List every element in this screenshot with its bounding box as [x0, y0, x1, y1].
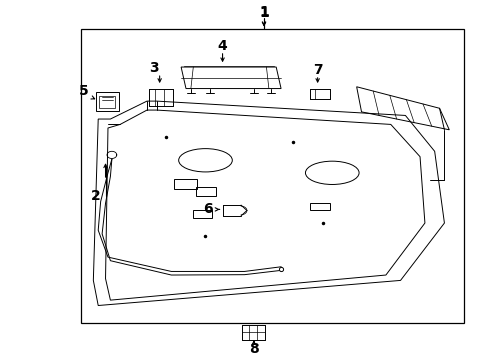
Text: 2: 2	[91, 189, 101, 203]
Text: 5: 5	[79, 84, 88, 98]
Text: 7: 7	[312, 63, 322, 77]
Bar	[81, 30, 463, 323]
Text: 6: 6	[203, 202, 212, 216]
Bar	[96, 92, 119, 111]
Text: 1: 1	[259, 5, 268, 19]
Text: 8: 8	[248, 342, 258, 356]
Text: 4: 4	[217, 39, 227, 53]
Text: 1: 1	[259, 6, 268, 20]
Text: 3: 3	[149, 61, 159, 75]
Bar	[193, 210, 211, 218]
Bar	[195, 187, 216, 196]
Bar	[99, 96, 115, 108]
Bar	[310, 203, 329, 211]
Bar	[173, 179, 197, 189]
